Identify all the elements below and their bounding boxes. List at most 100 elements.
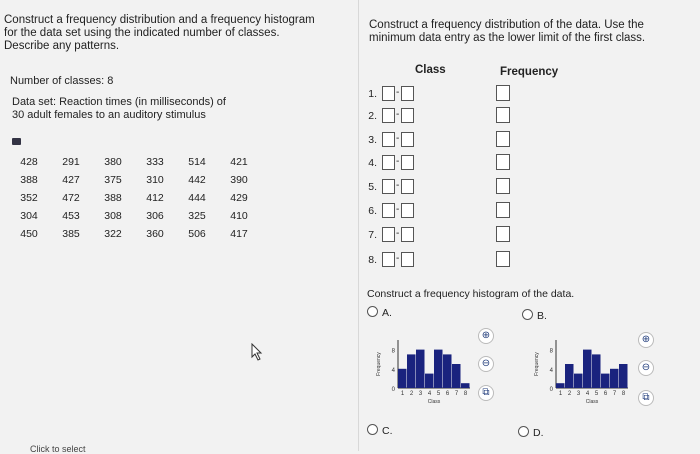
frequency-input[interactable] — [496, 154, 510, 170]
class-dash: - — [396, 133, 400, 144]
zoom-in-icon-b[interactable]: ⊕ — [638, 332, 654, 348]
data-cell: 506 — [188, 228, 206, 240]
upper-limit-input[interactable] — [401, 132, 414, 147]
lower-limit-input[interactable] — [382, 179, 395, 194]
row-number: 6. — [368, 205, 377, 217]
x-tick-label: 6 — [446, 391, 450, 397]
option-c-radio[interactable] — [367, 424, 378, 435]
class-row: 4. - — [360, 154, 540, 171]
x-tick-label: 3 — [577, 391, 581, 397]
lower-limit-input[interactable] — [382, 132, 395, 147]
y-tick-label: 8 — [550, 349, 554, 355]
question-text: Construct a frequency distribution and a… — [4, 14, 354, 53]
y-tick-label: 0 — [550, 387, 554, 393]
option-b[interactable]: B. — [522, 309, 547, 322]
data-cell: 429 — [230, 192, 248, 204]
option-d-radio[interactable] — [518, 426, 529, 437]
option-c[interactable]: C. — [367, 424, 393, 437]
data-cell: 352 — [20, 192, 38, 204]
frequency-input[interactable] — [496, 226, 510, 242]
zoom-out-icon-b[interactable]: ⊖ — [638, 360, 654, 376]
frequency-input[interactable] — [496, 178, 510, 194]
histogram-bar — [556, 383, 565, 388]
histogram-bar — [583, 349, 592, 388]
lower-limit-input[interactable] — [382, 227, 395, 242]
histogram-bar — [407, 354, 416, 388]
y-tick-label: 8 — [392, 349, 396, 355]
x-tick-label: 4 — [428, 391, 432, 397]
class-column-header: Class — [415, 64, 446, 76]
frequency-input[interactable] — [496, 202, 510, 218]
x-tick-label: 8 — [464, 391, 468, 397]
x-tick-label: 3 — [419, 391, 423, 397]
upper-limit-input[interactable] — [401, 203, 414, 218]
zoom-out-icon-a[interactable]: ⊖ — [478, 356, 494, 372]
option-a[interactable]: A. — [367, 306, 392, 319]
data-cell: 304 — [20, 210, 38, 222]
info-icon[interactable] — [12, 138, 21, 145]
instruction-line-2: minimum data entry as the lower limit of… — [369, 32, 646, 44]
row-number: 2. — [368, 110, 377, 122]
data-table: 428 291 380 333 514 421 388 427 375 310 442 390 352 4… — [8, 153, 260, 243]
expand-icon-a[interactable]: ⧉ — [478, 385, 494, 401]
frequency-input[interactable] — [496, 251, 510, 267]
histogram-bar — [443, 354, 452, 388]
dataset-line-2: 30 adult females to an auditory stimulus — [12, 109, 206, 121]
data-table-row: 352 472 388 412 444 429 — [8, 189, 260, 207]
class-dash: - — [396, 180, 400, 191]
data-table-row: 304 453 308 306 325 410 — [8, 207, 260, 225]
row-number: 1. — [368, 88, 377, 100]
class-dash: - — [396, 204, 400, 215]
frequency-input[interactable] — [496, 107, 510, 123]
x-tick-label: 7 — [613, 391, 617, 397]
data-cell: 421 — [230, 156, 248, 168]
data-cell: 472 — [62, 192, 80, 204]
data-cell: 375 — [104, 174, 122, 186]
x-tick-label: 6 — [604, 391, 608, 397]
class-row: 1. - — [360, 85, 540, 102]
zoom-in-icon-a[interactable]: ⊕ — [478, 328, 494, 344]
lower-limit-input[interactable] — [382, 108, 395, 123]
data-cell: 514 — [188, 156, 206, 168]
upper-limit-input[interactable] — [401, 108, 414, 123]
data-table-row: 428 291 380 333 514 421 — [8, 153, 260, 171]
click-to-select-link[interactable]: Click to select — [30, 444, 86, 454]
histogram-bar — [592, 354, 601, 388]
upper-limit-input[interactable] — [401, 155, 414, 170]
histogram-bar — [434, 349, 443, 388]
lower-limit-input[interactable] — [382, 252, 395, 267]
histogram-bar — [574, 373, 583, 388]
row-number: 5. — [368, 181, 377, 193]
classes-label: Number of classes: 8 — [10, 75, 114, 87]
data-cell: 427 — [62, 174, 80, 186]
question-panel: Construct a frequency distribution and a… — [4, 14, 354, 454]
question-line-1: Construct a frequency distribution and a… — [4, 14, 315, 26]
y-axis-label: Frequency — [376, 352, 382, 376]
option-b-radio[interactable] — [522, 309, 533, 320]
option-a-label: A. — [382, 307, 392, 319]
frequency-input[interactable] — [496, 131, 510, 147]
lower-limit-input[interactable] — [382, 86, 395, 101]
class-row: 5. - — [360, 178, 540, 195]
upper-limit-input[interactable] — [401, 252, 414, 267]
instruction-text: Construct a frequency distribution of th… — [369, 19, 694, 45]
option-a-radio[interactable] — [367, 306, 378, 317]
upper-limit-input[interactable] — [401, 227, 414, 242]
frequency-input[interactable] — [496, 85, 510, 101]
option-d[interactable]: D. — [518, 426, 544, 439]
data-cell: 306 — [146, 210, 164, 222]
upper-limit-input[interactable] — [401, 179, 414, 194]
class-dash: - — [396, 228, 400, 239]
mouse-cursor-icon — [251, 342, 263, 366]
lower-limit-input[interactable] — [382, 203, 395, 218]
data-cell: 390 — [230, 174, 248, 186]
class-row: 2. - — [360, 107, 540, 124]
lower-limit-input[interactable] — [382, 155, 395, 170]
class-dash: - — [396, 109, 400, 120]
option-b-label: B. — [537, 310, 547, 322]
histogram-bar — [425, 373, 434, 388]
expand-icon-b[interactable]: ⧉ — [638, 390, 654, 406]
histogram-bar — [398, 368, 407, 388]
upper-limit-input[interactable] — [401, 86, 414, 101]
data-cell: 442 — [188, 174, 206, 186]
